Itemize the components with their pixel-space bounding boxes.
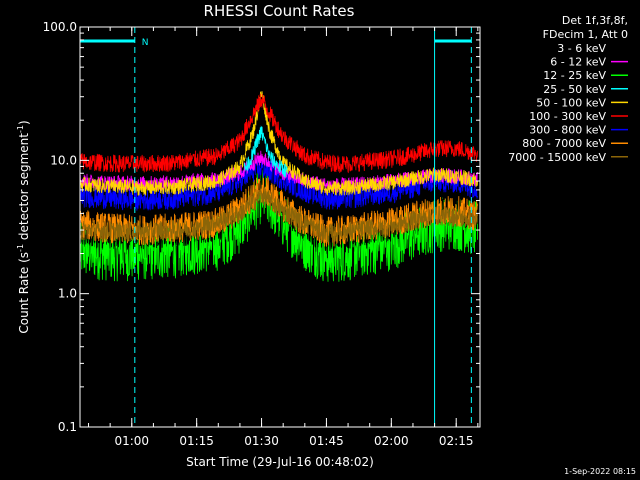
series-line-100-300keV — [79, 93, 478, 174]
y-axis: 0.1 1.0 10.0 100.0 — [43, 20, 480, 434]
legend-label: 800 - 7000 keV — [522, 137, 606, 150]
chart-title: RHESSI Count Rates — [204, 2, 355, 20]
legend-label: 100 - 300 keV — [529, 110, 606, 123]
y-axis-label-part-2: detector segment — [17, 133, 31, 244]
marker-label: N — [142, 38, 149, 48]
y-tick-label: 1.0 — [58, 287, 77, 301]
x-axis-label: Start Time (29-Jul-16 00:48:02) — [186, 455, 374, 469]
footer-timestamp: 1-Sep-2022 08:15 — [564, 467, 636, 476]
series-line-7000-15000keV — [79, 186, 478, 244]
x-tick-label: 02:15 — [439, 434, 474, 448]
legend-label: 6 - 12 keV — [550, 56, 606, 69]
series-line-25-50keV — [243, 125, 288, 178]
y-axis-label: Count Rate (s-1 detector segment-1) — [16, 120, 31, 333]
x-tick-label: 01:30 — [244, 434, 279, 448]
legend-label: 300 - 800 keV — [529, 124, 606, 137]
x-tick-label: 01:15 — [179, 434, 214, 448]
series-line-300-800keV — [79, 157, 478, 211]
legend-header-line-2: FDecim 1, Att 0 — [543, 28, 628, 41]
y-tick-label: 100.0 — [43, 20, 77, 34]
legend-label: 25 - 50 keV — [543, 83, 606, 96]
legend-label: 12 - 25 keV — [543, 69, 606, 82]
legend-header: Det 1f,3f,8f, FDecim 1, Att 0 — [543, 14, 628, 41]
y-axis-label-exponent-1: -1 — [16, 244, 25, 252]
x-tick-label: 01:45 — [309, 434, 344, 448]
y-tick-label: 0.1 — [58, 420, 77, 434]
x-tick-label: 02:00 — [374, 434, 409, 448]
series-layer — [79, 91, 478, 282]
y-tick-label: 10.0 — [50, 153, 77, 167]
legend-label: 50 - 100 keV — [536, 96, 606, 109]
plot-frame — [79, 26, 481, 428]
legend-header-line-1: Det 1f,3f,8f, — [562, 14, 628, 27]
y-axis-label-part-1: Count Rate (s — [17, 252, 31, 334]
legend-label: 3 - 6 keV — [557, 42, 606, 55]
x-tick-label: 01:00 — [114, 434, 149, 448]
legend-label: 7000 - 15000 keV — [508, 151, 606, 164]
series-line-50-100keV — [79, 91, 478, 196]
y-axis-label-part-3: ) — [17, 120, 31, 125]
y-axis-label-exponent-2: -1 — [16, 125, 25, 133]
x-axis: 01:00 01:15 01:30 01:45 02:00 02:15 — [88, 27, 479, 448]
